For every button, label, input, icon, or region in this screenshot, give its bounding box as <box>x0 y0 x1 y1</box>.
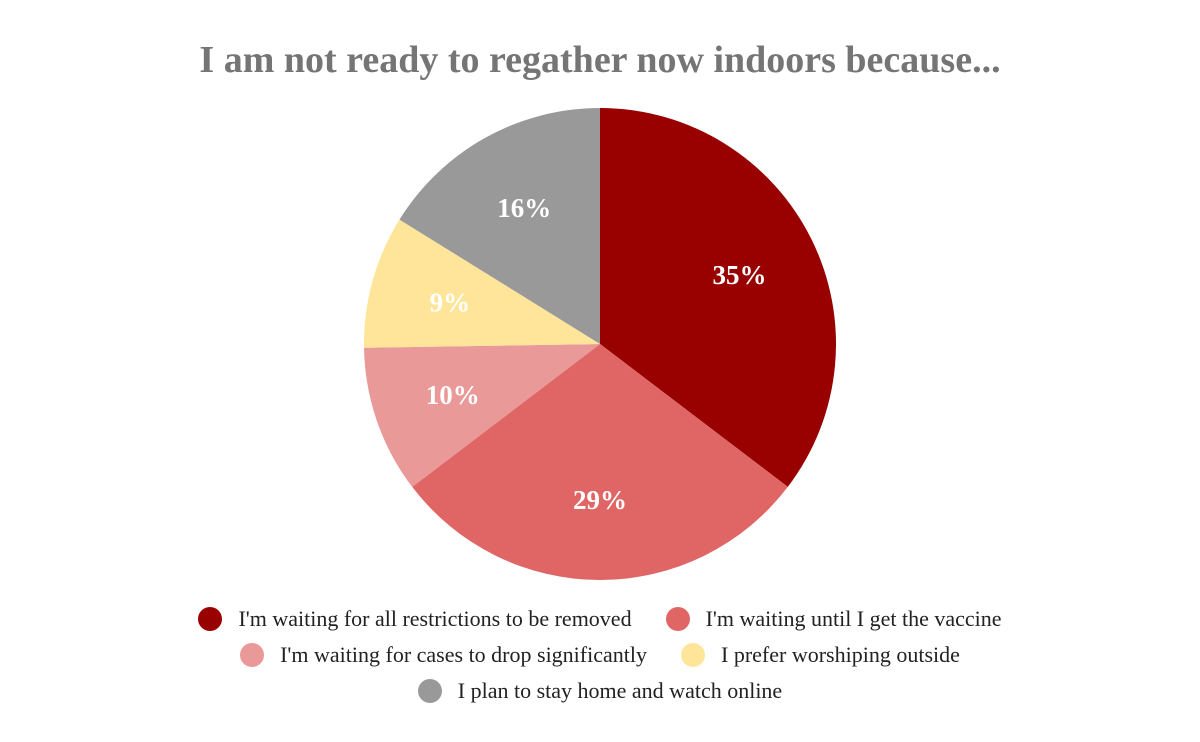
legend-label: I plan to stay home and watch online <box>457 678 783 703</box>
legend-item-cases-drop: I'm waiting for cases to drop significan… <box>240 642 647 668</box>
pie-chart: 35% 29% 10% 9% 16% <box>363 108 836 580</box>
pie-slice-label: 16% <box>497 193 551 223</box>
legend-swatch-icon <box>417 679 442 703</box>
legend-swatch-icon <box>240 643 265 667</box>
pie-slice-label: 10% <box>426 380 480 410</box>
legend-row: I plan to stay home and watch online <box>0 673 1200 709</box>
legend-row: I'm waiting for all restrictions to be r… <box>0 601 1200 637</box>
pie-slice-label: 9% <box>430 287 471 317</box>
chart-legend: I'm waiting for all restrictions to be r… <box>0 601 1200 709</box>
pie-slices <box>363 108 836 580</box>
legend-label: I'm waiting until I get the vaccine <box>705 606 1002 631</box>
legend-swatch-icon <box>681 643 705 667</box>
pie-slice <box>399 108 600 344</box>
legend-row: I'm waiting for cases to drop significan… <box>0 637 1200 673</box>
pie-slice <box>600 108 836 487</box>
pie-slice <box>364 344 600 487</box>
legend-swatch-icon <box>665 607 690 631</box>
legend-label: I prefer worshiping outside <box>721 642 960 667</box>
chart-title: I am not ready to regather now indoors b… <box>199 39 1001 81</box>
legend-item-waiting-vaccine: I'm waiting until I get the vaccine <box>665 606 1002 632</box>
legend-swatch-icon <box>198 607 223 631</box>
pie-slice <box>363 219 600 348</box>
legend-item-worship-outside: I prefer worshiping outside <box>681 642 960 668</box>
legend-label: I'm waiting for all restrictions to be r… <box>238 606 632 631</box>
legend-item-stay-home-online: I plan to stay home and watch online <box>417 678 783 704</box>
pie-slice-labels: 35% 29% 10% 9% 16% <box>426 193 767 515</box>
pie-slice-label: 29% <box>573 485 627 515</box>
pie-slice <box>412 344 788 580</box>
pie-slice-label: 35% <box>713 260 767 290</box>
legend-label: I'm waiting for cases to drop significan… <box>280 642 647 667</box>
legend-item-all-restrictions-removed: I'm waiting for all restrictions to be r… <box>198 606 632 632</box>
